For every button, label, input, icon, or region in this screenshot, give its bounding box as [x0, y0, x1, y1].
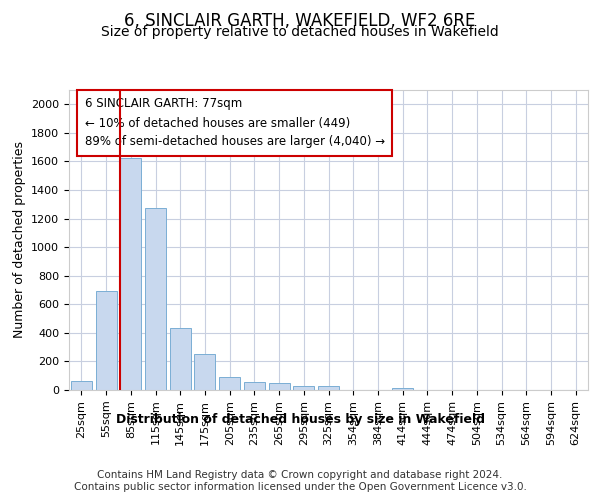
Bar [219, 378, 240, 390]
Text: Distribution of detached houses by size in Wakefield: Distribution of detached houses by size … [115, 412, 485, 426]
Text: Contains HM Land Registry data © Crown copyright and database right 2024.: Contains HM Land Registry data © Crown c… [97, 470, 503, 480]
Text: Size of property relative to detached houses in Wakefield: Size of property relative to detached ho… [101, 25, 499, 39]
Bar [145, 208, 166, 390]
Bar [170, 328, 191, 390]
Bar [293, 386, 314, 390]
Bar [269, 383, 290, 390]
Bar [95, 290, 116, 390]
Text: 6 SINCLAIR GARTH: 77sqm
← 10% of detached houses are smaller (449)
89% of semi-d: 6 SINCLAIR GARTH: 77sqm ← 10% of detache… [85, 98, 385, 148]
Bar [71, 380, 92, 390]
Bar [392, 388, 413, 390]
Bar [244, 382, 265, 390]
Text: 6, SINCLAIR GARTH, WAKEFIELD, WF2 6RE: 6, SINCLAIR GARTH, WAKEFIELD, WF2 6RE [124, 12, 476, 30]
Text: Contains public sector information licensed under the Open Government Licence v3: Contains public sector information licen… [74, 482, 526, 492]
Bar [120, 158, 141, 390]
Y-axis label: Number of detached properties: Number of detached properties [13, 142, 26, 338]
Bar [318, 386, 339, 390]
Bar [194, 354, 215, 390]
